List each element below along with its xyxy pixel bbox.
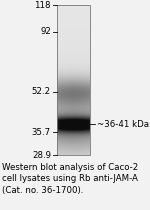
Text: 52.2: 52.2 — [32, 87, 51, 96]
Text: 92: 92 — [40, 27, 51, 36]
Text: 35.7: 35.7 — [32, 128, 51, 137]
Text: 28.9: 28.9 — [32, 151, 51, 160]
Bar — [57, 5, 90, 155]
Text: ~36-41 kDa: ~36-41 kDa — [97, 120, 149, 129]
Text: Western blot analysis of Caco-2
cell lysates using Rb anti-JAM-A
(Cat. no. 36-17: Western blot analysis of Caco-2 cell lys… — [2, 163, 138, 195]
Text: 118: 118 — [34, 0, 51, 9]
